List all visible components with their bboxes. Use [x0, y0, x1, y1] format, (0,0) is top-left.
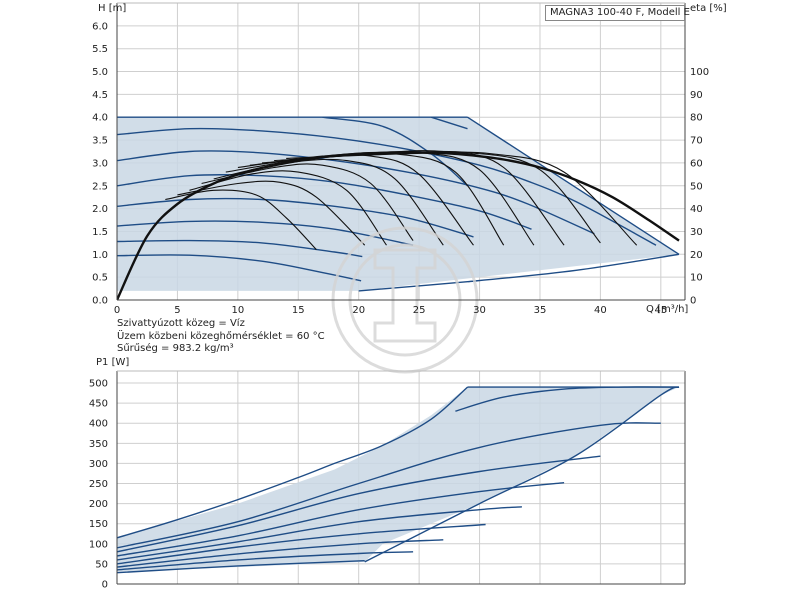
medium-note: Szivattyúzott közeg = Víz [117, 318, 245, 329]
y-tick-label: 3.0 [92, 158, 108, 169]
y2-tick-label: 20 [690, 250, 703, 261]
x-tick-label: 30 [473, 305, 486, 316]
y-tick-label: 0.0 [92, 296, 108, 307]
power-curve [117, 539, 444, 568]
y-tick-label: 50 [95, 559, 108, 570]
y2-tick-label: 100 [690, 67, 709, 78]
efficiency-curve [177, 180, 366, 246]
power-curve [117, 482, 565, 557]
head-curve [430, 116, 468, 130]
y-tick-label: 0 [102, 580, 108, 591]
power-curve [117, 455, 601, 553]
y-tick-label: 3.5 [92, 136, 108, 147]
head-operating-region [117, 117, 679, 291]
upper-x-axis-label: Q [m³/h] [646, 304, 688, 315]
y-tick-label: 250 [89, 479, 108, 490]
efficiency-curve [225, 154, 474, 246]
medium-notes: Szivattyúzott közeg = Víz Üzem közbeni k… [117, 318, 325, 356]
head-curve [322, 116, 468, 187]
x-tick-label: 35 [534, 305, 547, 316]
y-tick-label: 4.5 [92, 90, 108, 101]
y-tick-label: 350 [89, 439, 108, 450]
head-curve [117, 220, 414, 246]
power-operating-region [117, 387, 679, 572]
y-tick-label: 2.0 [92, 204, 108, 215]
efficiency-curve [165, 189, 317, 251]
x-tick-label: 15 [292, 305, 305, 316]
efficiency-curve [201, 163, 414, 241]
power-curve [117, 560, 365, 574]
y-tick-label: 150 [89, 519, 108, 530]
x-tick-label: 5 [174, 305, 180, 316]
x-tick-label: 25 [413, 305, 426, 316]
upper-y-axis-label: H [m] [98, 3, 126, 14]
x-tick-label: 45 [654, 305, 667, 316]
y2-tick-label: 90 [690, 90, 703, 101]
y-tick-label: 200 [89, 499, 108, 510]
y2-tick-label: 60 [690, 158, 703, 169]
x-tick-label: 0 [114, 305, 120, 316]
efficiency-curve [286, 151, 638, 246]
y2-tick-label: 30 [690, 227, 703, 238]
y-tick-label: 5.0 [92, 67, 108, 78]
power-curve [364, 386, 680, 563]
y-tick-label: 450 [89, 399, 108, 410]
head-curve [117, 127, 657, 246]
y2-tick-label: 0 [690, 296, 696, 307]
head-curve [358, 253, 680, 292]
power-curve [117, 422, 661, 549]
power-curve [117, 386, 468, 539]
power-curve [117, 506, 522, 561]
lower-y-axis-label: P1 [W] [96, 357, 129, 368]
power-curve [117, 551, 414, 571]
head-curve [117, 150, 595, 235]
head-curve [117, 254, 362, 282]
density-note: Sűrűség = 983.2 kg/m³ [117, 343, 234, 354]
y-tick-label: 500 [89, 379, 108, 390]
y2-tick-label: 50 [690, 181, 703, 192]
y-tick-label: 0.5 [92, 273, 108, 284]
power-curves [117, 386, 680, 574]
y-tick-label: 1.0 [92, 250, 108, 261]
y-tick-label: 4.0 [92, 113, 108, 124]
y2-tick-label: 10 [690, 273, 703, 284]
temperature-note: Üzem közbeni közeghőmérséklet = 60 °C [117, 330, 325, 342]
y-tick-label: 400 [89, 419, 108, 430]
y-tick-label: 2.5 [92, 181, 108, 192]
head-curves [117, 116, 680, 300]
head-curve [467, 116, 680, 255]
y2-tick-label: 80 [690, 113, 703, 124]
y-tick-label: 300 [89, 459, 108, 470]
efficiency-curve [189, 170, 387, 246]
y2-tick-label: 40 [690, 204, 703, 215]
axis-tick-labels: 0.0 0.5 1.0 1.5 2.0 2.5 3.0 3.5 4.0 4.5 5.0 5.5 6.0 0… [89, 21, 709, 590]
y-tick-label: 100 [89, 539, 108, 550]
y-tick-label: 5.5 [92, 44, 108, 55]
y-tick-label: 6.0 [92, 21, 108, 32]
x-tick-label: 40 [594, 305, 607, 316]
efficiency-curve [213, 158, 444, 246]
y2-tick-label: 70 [690, 136, 703, 147]
x-tick-label: 10 [231, 305, 244, 316]
head-curve [117, 239, 363, 258]
power-curve [455, 386, 680, 412]
upper-y2-axis-label: eta [%] [690, 3, 727, 14]
y-tick-label: 1.5 [92, 227, 108, 238]
model-title: MAGNA3 100-40 F, Modell E [545, 5, 690, 21]
x-tick-label: 20 [352, 305, 365, 316]
